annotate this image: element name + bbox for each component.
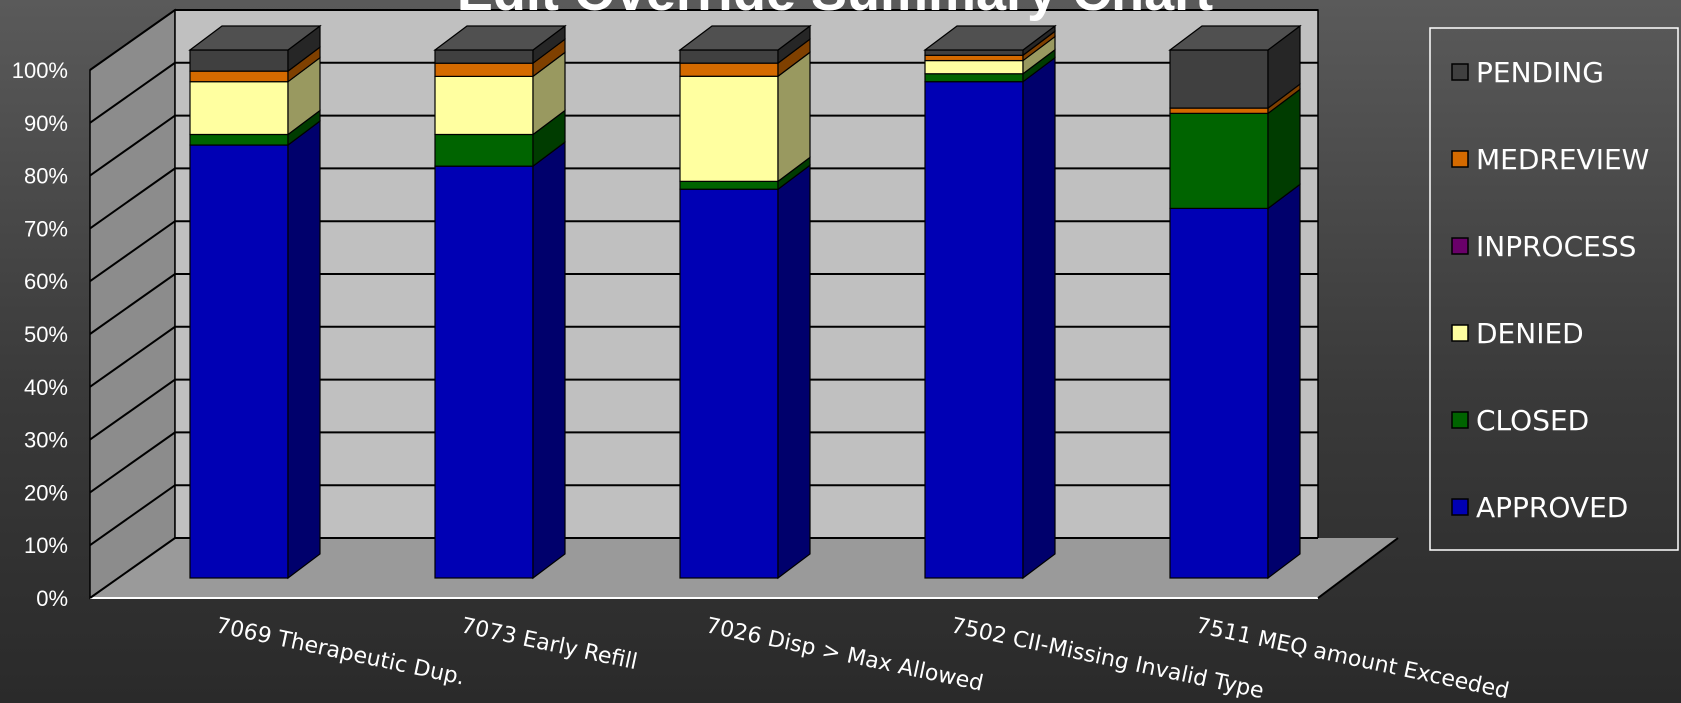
legend-item-closed: CLOSED xyxy=(1451,404,1589,437)
legend-swatch xyxy=(1451,498,1469,516)
bar-top-1 xyxy=(188,25,322,51)
bar-segment-denied-3 xyxy=(679,51,811,183)
bar-segment-closed-1 xyxy=(189,109,321,147)
legend-item-medreview: MEDREVIEW xyxy=(1451,143,1649,176)
chart-title: Edit Override Summary Chart xyxy=(457,0,1213,22)
bar-segment-approved-4 xyxy=(924,56,1056,580)
y-tick-label: 90% xyxy=(24,111,68,136)
legend-item-inprocess: INPROCESS xyxy=(1451,230,1636,263)
bar-segment-denied-2 xyxy=(434,51,566,136)
bar-top-5 xyxy=(1168,25,1302,51)
x-category-label-2: 7073 Early Refill xyxy=(459,613,640,675)
y-tick-label: 40% xyxy=(24,375,68,400)
legend-label: MEDREVIEW xyxy=(1476,143,1649,176)
x-category-label-3: 7026 Disp > Max Allowed xyxy=(704,613,986,696)
y-tick-label: 50% xyxy=(24,322,68,347)
bar-segment-approved-2 xyxy=(434,140,566,580)
bar-segment-pending-5 xyxy=(1169,24,1301,110)
bar-segment-closed-2 xyxy=(434,109,566,168)
legend-item-approved: APPROVED xyxy=(1451,491,1628,524)
bar-segment-approved-5 xyxy=(1169,183,1301,580)
y-tick-label: 30% xyxy=(24,428,68,453)
bar-segment-approved-3 xyxy=(679,164,811,580)
legend-swatch xyxy=(1451,63,1469,81)
bar-top-3 xyxy=(678,25,812,51)
gridline xyxy=(89,9,1318,71)
legend-label: CLOSED xyxy=(1476,404,1589,437)
legend-label: PENDING xyxy=(1476,56,1604,89)
x-category-label-1: 7069 Therapeutic Dup. xyxy=(214,613,467,690)
bar-segment-pending-1 xyxy=(189,24,321,73)
bar-segment-medreview-2 xyxy=(434,38,566,78)
bar-segment-approved-1 xyxy=(189,119,321,580)
bar-segment-closed-5 xyxy=(1169,88,1301,210)
legend-swatch xyxy=(1451,324,1469,342)
bar-top-2 xyxy=(433,25,567,51)
y-tick-label: 10% xyxy=(24,533,68,558)
floor-right-edge xyxy=(1317,537,1399,599)
y-tick-label: 60% xyxy=(24,269,68,294)
y-tick-label: 100% xyxy=(12,58,68,83)
legend-swatch xyxy=(1451,411,1469,429)
y-tick-label: 0% xyxy=(36,586,68,611)
y-axis-ticks: 0% 10% 20% 30% 40% 50% 60% 70% 80% 90% 100% xyxy=(12,58,68,611)
chart-bars xyxy=(188,24,1302,580)
y-tick-label: 80% xyxy=(24,164,68,189)
bar-top-4 xyxy=(923,25,1057,51)
legend-label: APPROVED xyxy=(1476,491,1628,524)
legend-label: INPROCESS xyxy=(1476,230,1636,263)
chart-legend: PENDING MEDREVIEW INPROCESS DENIED CLOSED APP… xyxy=(1429,27,1679,551)
legend-item-denied: DENIED xyxy=(1451,317,1584,350)
legend-swatch xyxy=(1451,150,1469,168)
x-axis-labels: 7069 Therapeutic Dup.7073 Early Refill 70… xyxy=(214,613,1511,703)
y-tick-label: 20% xyxy=(24,480,68,505)
bar-segment-medreview-3 xyxy=(679,37,811,78)
y-tick-label: 70% xyxy=(24,216,68,241)
legend-item-pending: PENDING xyxy=(1451,56,1604,89)
legend-swatch xyxy=(1451,237,1469,255)
bar-segment-pending-2 xyxy=(434,24,566,65)
legend-label: DENIED xyxy=(1476,317,1584,350)
bar-segment-medreview-1 xyxy=(189,45,321,83)
legend-box xyxy=(1429,27,1679,551)
